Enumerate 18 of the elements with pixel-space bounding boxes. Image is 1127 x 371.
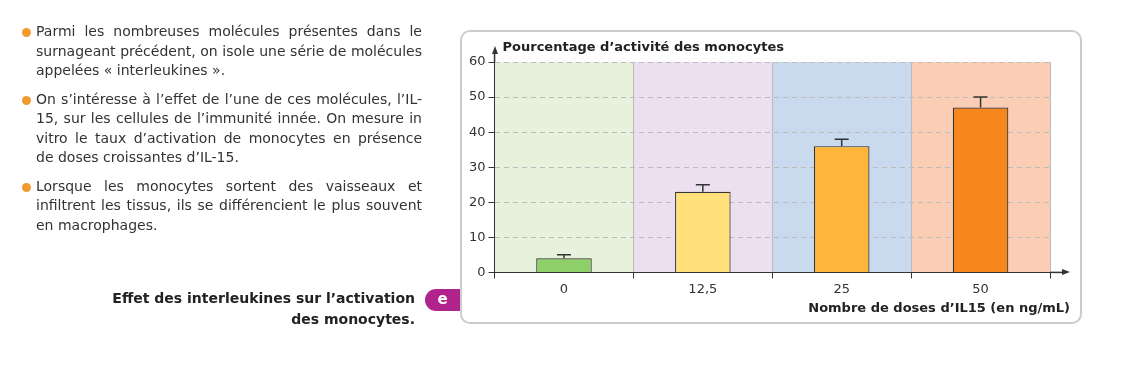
y-tick-label: 0 [477, 263, 486, 279]
x-tick-label: 12,5 [688, 280, 718, 296]
y-tick-label: 20 [469, 193, 486, 209]
x-axis-title: Nombre de doses d’IL15 (en ng/mL) [808, 300, 1070, 315]
text: Effet des interleukines sur l’activation des monocytes. [111, 289, 415, 329]
y-tick-label: 60 [469, 53, 486, 69]
y-tick-label: 40 [469, 123, 486, 139]
text: On s’intéresse à l’effet de l’une de ces molécules, l’IL-15, sur les cellules de l’immunité innée. On mesure in vitro le taux d’activation de monocytes en présence de doses croissantes d’IL-15. [35, 89, 422, 167]
y-tick-label: 30 [469, 158, 486, 174]
y-tick-label: 10 [469, 228, 486, 244]
x-tick-label: 0 [559, 280, 569, 296]
y-tick-label: 50 [469, 88, 486, 104]
text: Parmi les nombreuses molécules présentes dans le surnageant précédent, on isole une série de molécules appelées « interleukines ». [35, 22, 422, 80]
x-tick-label: 50 [972, 280, 989, 296]
text: Lorsque les monocytes sortent des vaisseaux et infiltrent les tissus, ils se différencient le plus souvent en macrophages. [35, 176, 422, 235]
y-axis-title: Pourcentage d’activité des monocytes [502, 39, 785, 55]
x-tick-label: 25 [833, 280, 850, 296]
text: e [425, 289, 460, 311]
